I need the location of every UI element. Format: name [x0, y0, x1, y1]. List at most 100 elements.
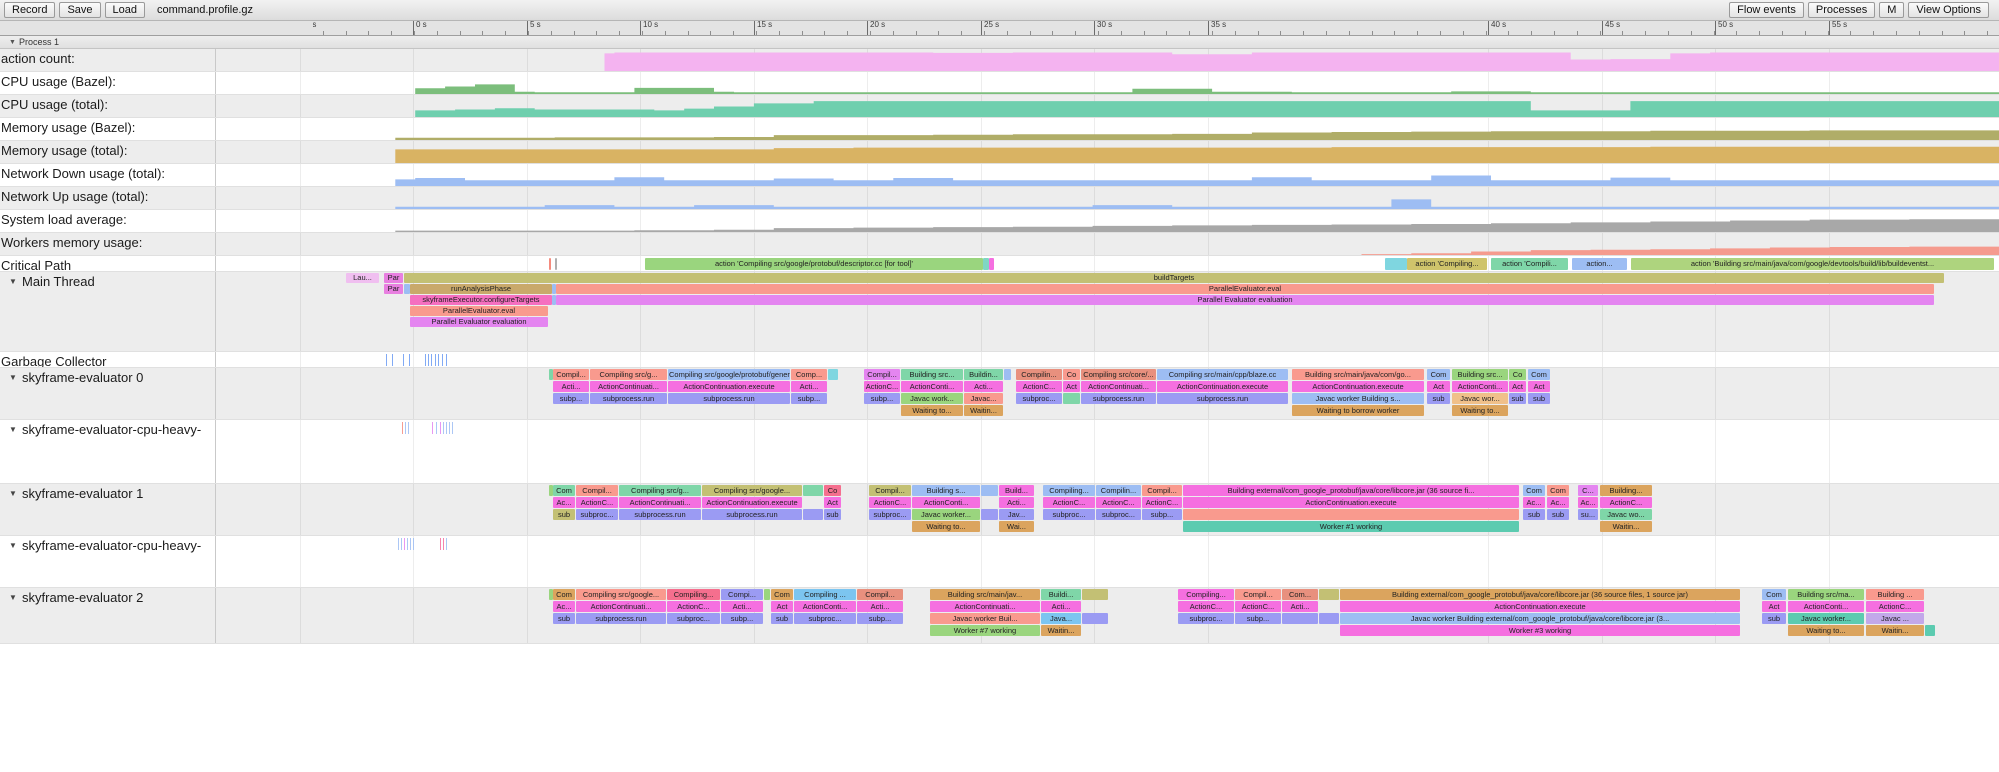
slice[interactable]: [803, 509, 823, 520]
track-canvas-memory-usage-bazel[interactable]: [216, 118, 1999, 140]
track-label-memory-usage-total[interactable]: Memory usage (total):: [0, 141, 215, 163]
slice[interactable]: subproc...: [869, 509, 911, 520]
slice[interactable]: runAnalysisPhase: [410, 284, 552, 294]
instant-event-mark[interactable]: [407, 538, 408, 550]
slice[interactable]: subp...: [721, 613, 763, 624]
track-label-system-load-average[interactable]: System load average:: [0, 210, 215, 232]
save-button[interactable]: Save: [59, 2, 101, 18]
slice[interactable]: Ac...: [1578, 497, 1598, 508]
slice[interactable]: subprocess.run: [1081, 393, 1156, 404]
slice[interactable]: Ac...: [1523, 497, 1545, 508]
slice[interactable]: Acti...: [1282, 601, 1318, 612]
slice[interactable]: sub: [553, 613, 575, 624]
slice[interactable]: [404, 284, 410, 294]
instant-event-mark[interactable]: [386, 354, 387, 366]
slice[interactable]: Compil...: [864, 369, 900, 380]
track-label-network-down-usage-total[interactable]: Network Down usage (total):: [0, 164, 215, 186]
instant-event-mark[interactable]: [403, 354, 404, 366]
slice[interactable]: Building src/main/jav...: [930, 589, 1040, 600]
track-label-memory-usage-bazel[interactable]: Memory usage (Bazel):: [0, 118, 215, 140]
track-action-count[interactable]: action count:: [0, 49, 1999, 72]
slice[interactable]: [1082, 589, 1108, 600]
track-skyframe-evaluator-2[interactable]: ▼ skyframe-evaluator 2 Com Compiling src/go…: [0, 588, 1999, 644]
slice[interactable]: ActionContinuati...: [1081, 381, 1156, 392]
instant-event-mark[interactable]: [425, 354, 426, 366]
slice[interactable]: Javac...: [964, 393, 1003, 404]
track-label-skyframe-evaluator-0[interactable]: ▼ skyframe-evaluator 0: [0, 368, 215, 419]
slice[interactable]: subp...: [1235, 613, 1281, 624]
slice[interactable]: Waiting to borrow worker: [1292, 405, 1424, 416]
instant-event-mark[interactable]: [408, 422, 409, 434]
slice[interactable]: Waiting to...: [901, 405, 963, 416]
slice[interactable]: ActionC...: [1235, 601, 1281, 612]
metrics-button[interactable]: M: [1879, 2, 1905, 18]
slice[interactable]: Compilin...: [1016, 369, 1062, 380]
instant-event-mark[interactable]: [410, 538, 411, 550]
slice[interactable]: ActionC...: [864, 381, 900, 392]
slice[interactable]: sub: [1523, 509, 1545, 520]
instant-event-mark[interactable]: [436, 422, 437, 434]
slice[interactable]: subprocess.run: [576, 613, 666, 624]
track-cpu-usage-total[interactable]: CPU usage (total):: [0, 95, 1999, 118]
track-label-skyframe-evaluator-2[interactable]: ▼ skyframe-evaluator 2: [0, 588, 215, 643]
track-label-cpu-usage-bazel[interactable]: CPU usage (Bazel):: [0, 72, 215, 94]
slice[interactable]: C...: [1578, 485, 1598, 496]
track-canvas-cpu-usage-bazel[interactable]: [216, 72, 1999, 94]
track-critical-path[interactable]: Critical Path action 'Compiling src/googl…: [0, 256, 1999, 272]
slice[interactable]: Waitin...: [1866, 625, 1924, 636]
slice[interactable]: Waitin...: [964, 405, 1003, 416]
track-label-network-up-usage-total[interactable]: Network Up usage (total):: [0, 187, 215, 209]
instant-event-mark[interactable]: [443, 422, 444, 434]
slice[interactable]: [1319, 613, 1339, 624]
track-label-skyframe-evaluator-cpu-heavy-1[interactable]: ▼ skyframe-evaluator-cpu-heavy-: [0, 536, 215, 587]
slice[interactable]: Build...: [999, 485, 1034, 496]
slice[interactable]: Waiting to...: [1452, 405, 1508, 416]
slice[interactable]: Compiling...: [667, 589, 720, 600]
slice[interactable]: Worker #3 working: [1340, 625, 1740, 636]
slice[interactable]: Compiling src/google...: [576, 589, 666, 600]
slice[interactable]: [549, 258, 551, 270]
slice[interactable]: ActionConti...: [912, 497, 980, 508]
slice[interactable]: ActionC...: [1866, 601, 1924, 612]
track-canvas-network-down-usage-total[interactable]: [216, 164, 1999, 186]
slice[interactable]: ActionC...: [1096, 497, 1141, 508]
slice[interactable]: Javac worker Building s...: [1292, 393, 1424, 404]
slice[interactable]: ParallelEvaluator.eval: [410, 306, 548, 316]
chevron-down-icon[interactable]: ▼: [9, 489, 17, 498]
slice[interactable]: ActionC...: [1142, 497, 1182, 508]
load-button[interactable]: Load: [104, 2, 146, 18]
slice[interactable]: Ac...: [553, 497, 575, 508]
chevron-down-icon[interactable]: ▼: [9, 425, 17, 434]
slice[interactable]: ActionContinuation.execute: [1183, 497, 1519, 508]
slice[interactable]: [549, 485, 553, 496]
slice[interactable]: [555, 258, 557, 270]
slice[interactable]: Lau...: [346, 273, 379, 283]
instant-event-mark[interactable]: [446, 422, 447, 434]
slice[interactable]: Compil...: [576, 485, 618, 496]
track-label-action-count[interactable]: action count:: [0, 49, 215, 71]
slice[interactable]: Compil...: [553, 369, 589, 380]
slice[interactable]: subp...: [791, 393, 827, 404]
slice[interactable]: Com: [1547, 485, 1569, 496]
slice[interactable]: ActionC...: [667, 601, 720, 612]
track-canvas-skyframe-evaluator-cpu-heavy-1[interactable]: [216, 536, 1999, 587]
slice[interactable]: Building src...: [1452, 369, 1508, 380]
slice[interactable]: [1082, 613, 1108, 624]
slice[interactable]: Building ...: [1866, 589, 1924, 600]
slice[interactable]: Acti...: [999, 497, 1034, 508]
track-garbage-collector[interactable]: Garbage Collector: [0, 352, 1999, 368]
slice[interactable]: Javac wo...: [1600, 509, 1652, 520]
instant-event-mark[interactable]: [443, 538, 444, 550]
slice[interactable]: ActionConti...: [1452, 381, 1508, 392]
slice[interactable]: Javac worker Building external/com_googl…: [1340, 613, 1740, 624]
instant-event-mark[interactable]: [440, 422, 441, 434]
slice[interactable]: subprocess.run: [668, 393, 790, 404]
track-skyframe-evaluator-1[interactable]: ▼ skyframe-evaluator 1 Com Compil... Compili…: [0, 484, 1999, 536]
slice[interactable]: Act: [1427, 381, 1450, 392]
view-options-button[interactable]: View Options: [1908, 2, 1989, 18]
slice[interactable]: su...: [1578, 509, 1598, 520]
track-memory-usage-bazel[interactable]: Memory usage (Bazel):: [0, 118, 1999, 141]
slice[interactable]: ActionC...: [869, 497, 911, 508]
slice[interactable]: [803, 485, 823, 496]
slice[interactable]: ActionContinuati...: [619, 497, 701, 508]
